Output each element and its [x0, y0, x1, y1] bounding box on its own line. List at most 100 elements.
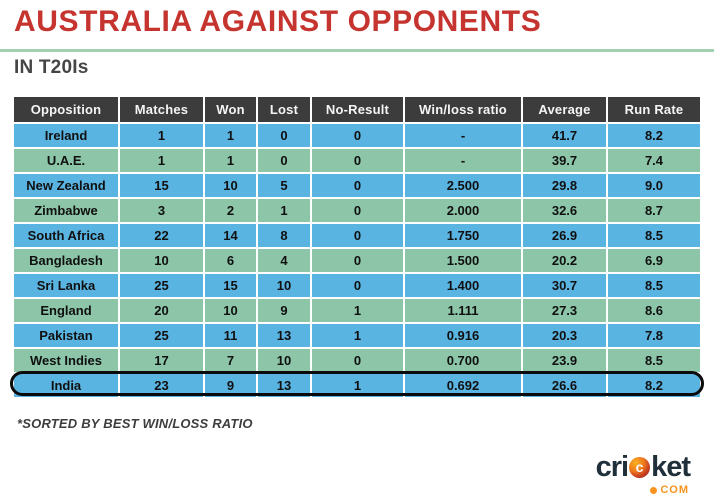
table-cell: England: [14, 297, 120, 322]
table-cell: 1.111: [405, 297, 523, 322]
orange-dot-icon: [650, 486, 658, 494]
table-row: Sri Lanka 25 15 10 0 1.400 30.7 8.5: [14, 272, 700, 297]
table-cell: 15: [120, 172, 205, 197]
table-cell: Sri Lanka: [14, 272, 120, 297]
table-cell: 0: [312, 222, 405, 247]
table-cell: 0: [312, 272, 405, 297]
table-cell: 9.0: [608, 172, 700, 197]
table-cell: 5: [258, 172, 312, 197]
table-cell: 8: [258, 222, 312, 247]
table-cell: 9: [205, 372, 258, 397]
table-cell: 1: [258, 197, 312, 222]
table-row: Zimbabwe 3 2 1 0 2.000 32.6 8.7: [14, 197, 700, 222]
table-cell: -: [405, 122, 523, 147]
table-cell: 7.4: [608, 147, 700, 172]
table-cell: 7: [205, 347, 258, 372]
table-row: Pakistan 25 11 13 1 0.916 20.3 7.8: [14, 322, 700, 347]
table-cell: 0: [312, 122, 405, 147]
table-cell: 7.8: [608, 322, 700, 347]
table-cell: 23.9: [523, 347, 608, 372]
table-cell: 8.5: [608, 347, 700, 372]
column-header: Win/loss ratio: [405, 97, 523, 122]
table-cell: 1: [120, 122, 205, 147]
column-header: Average: [523, 97, 608, 122]
table-cell: 0: [312, 197, 405, 222]
title-divider: [0, 49, 714, 52]
table-row: Ireland 1 1 0 0-41.7 8.2: [14, 122, 700, 147]
table-cell: Zimbabwe: [14, 197, 120, 222]
table-cell: Pakistan: [14, 322, 120, 347]
table-cell: 10: [205, 172, 258, 197]
table-cell: Bangladesh: [14, 247, 120, 272]
table-cell: 8.2: [608, 372, 700, 397]
column-header: No-Result: [312, 97, 405, 122]
table-cell: 8.5: [608, 222, 700, 247]
table-cell: 32.6: [523, 197, 608, 222]
table-cell: 1.500: [405, 247, 523, 272]
table-cell: 20.3: [523, 322, 608, 347]
table-cell: 6.9: [608, 247, 700, 272]
table-cell: 2: [205, 197, 258, 222]
cricket-logo-tld: COM: [650, 484, 689, 496]
table-cell: 6: [205, 247, 258, 272]
column-header: Matches: [120, 97, 205, 122]
table-cell: 1.400: [405, 272, 523, 297]
logo-tld-text: COM: [660, 484, 689, 496]
table-cell: 17: [120, 347, 205, 372]
column-header: Won: [205, 97, 258, 122]
table-cell: 0.700: [405, 347, 523, 372]
table-cell: 41.7: [523, 122, 608, 147]
table-cell: 2.500: [405, 172, 523, 197]
table-cell: 0: [258, 122, 312, 147]
table-cell: 39.7: [523, 147, 608, 172]
table-cell: 0.916: [405, 322, 523, 347]
table-cell: 0: [258, 147, 312, 172]
table-cell: 1: [205, 147, 258, 172]
logo-text-pre: cri: [595, 451, 629, 483]
table-header-row: Opposition Matches Won Lost No-Result Win/los…: [14, 97, 700, 122]
table-cell: 13: [258, 372, 312, 397]
table-cell: 25: [120, 322, 205, 347]
table-cell: 0: [312, 247, 405, 272]
table-cell: 0: [312, 172, 405, 197]
table-row: South Africa 22 14 8 0 1.750 26.9 8.5: [14, 222, 700, 247]
table-cell: India: [14, 372, 120, 397]
table-cell: 8.7: [608, 197, 700, 222]
table-cell: New Zealand: [14, 172, 120, 197]
table-cell: 13: [258, 322, 312, 347]
table-cell: 20.2: [523, 247, 608, 272]
column-header: Run Rate: [608, 97, 700, 122]
column-header: Opposition: [14, 97, 120, 122]
subtitle: IN T20Is: [14, 57, 89, 78]
logo-text-post: ket: [651, 451, 691, 483]
table-cell: 10: [258, 272, 312, 297]
table-cell: 8.2: [608, 122, 700, 147]
table-cell: 26.6: [523, 372, 608, 397]
table-row: England 20 10 9 1 1.111 27.3 8.6: [14, 297, 700, 322]
page-title: AUSTRALIA AGAINST OPPONENTS: [14, 5, 542, 38]
table-row: New Zealand 15 10 5 0 2.500 29.8 9.0: [14, 172, 700, 197]
table-cell: 1: [205, 122, 258, 147]
footnote: *SORTED BY BEST WIN/LOSS RATIO: [17, 416, 253, 431]
table-cell: 10: [120, 247, 205, 272]
column-header: Lost: [258, 97, 312, 122]
table-row: U.A.E. 1 1 0 0-39.7 7.4: [14, 147, 700, 172]
table-cell: 1: [312, 297, 405, 322]
opponents-table: Opposition Matches Won Lost No-Result Win/los…: [14, 97, 700, 397]
table-cell: 2.000: [405, 197, 523, 222]
table-cell: 27.3: [523, 297, 608, 322]
table-cell: U.A.E.: [14, 147, 120, 172]
table-cell: South Africa: [14, 222, 120, 247]
table-cell: Ireland: [14, 122, 120, 147]
table-cell: 22: [120, 222, 205, 247]
table-cell: 14: [205, 222, 258, 247]
table-cell: 26.9: [523, 222, 608, 247]
table-cell: 1: [312, 372, 405, 397]
table-cell: -: [405, 147, 523, 172]
table-cell: 20: [120, 297, 205, 322]
table-cell: 25: [120, 272, 205, 297]
table-cell: 0: [312, 147, 405, 172]
cricket-logo-wordmark: cri c ket: [595, 451, 691, 483]
table-row: West Indies 17 7 10 0 0.700 23.9 8.5: [14, 347, 700, 372]
table-cell: 4: [258, 247, 312, 272]
